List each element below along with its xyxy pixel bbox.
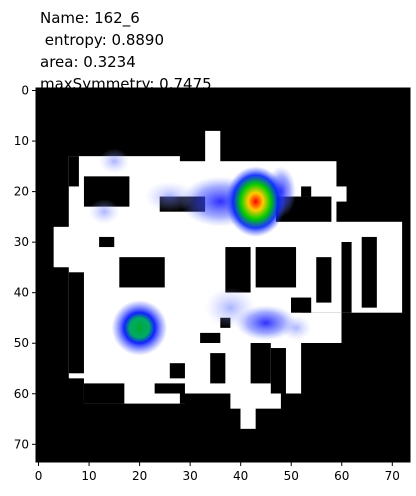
x-tick-label: 50 xyxy=(284,469,299,483)
y-tick-label: 70 xyxy=(14,437,29,451)
title-line: area: 0.3234 xyxy=(40,53,136,71)
map-image xyxy=(35,87,410,462)
x-tick-label: 70 xyxy=(385,469,400,483)
y-tick-label: 30 xyxy=(14,235,29,249)
x-tick-label: 60 xyxy=(334,469,349,483)
y-tick-label: 0 xyxy=(21,84,29,98)
x-tick-label: 0 xyxy=(35,469,43,483)
x-tick-label: 20 xyxy=(132,469,147,483)
title-line: Name: 162_6 xyxy=(40,9,140,28)
y-tick-label: 10 xyxy=(14,134,29,148)
x-tick-label: 30 xyxy=(183,469,198,483)
y-tick-label: 50 xyxy=(14,336,29,350)
y-tick-label: 40 xyxy=(14,286,29,300)
y-tick-label: 20 xyxy=(14,185,29,199)
title-line: entropy: 0.8890 xyxy=(40,31,164,49)
x-tick-label: 40 xyxy=(233,469,248,483)
x-tick-label: 10 xyxy=(81,469,96,483)
axes-frame xyxy=(35,87,411,463)
y-tick-label: 60 xyxy=(14,387,29,401)
